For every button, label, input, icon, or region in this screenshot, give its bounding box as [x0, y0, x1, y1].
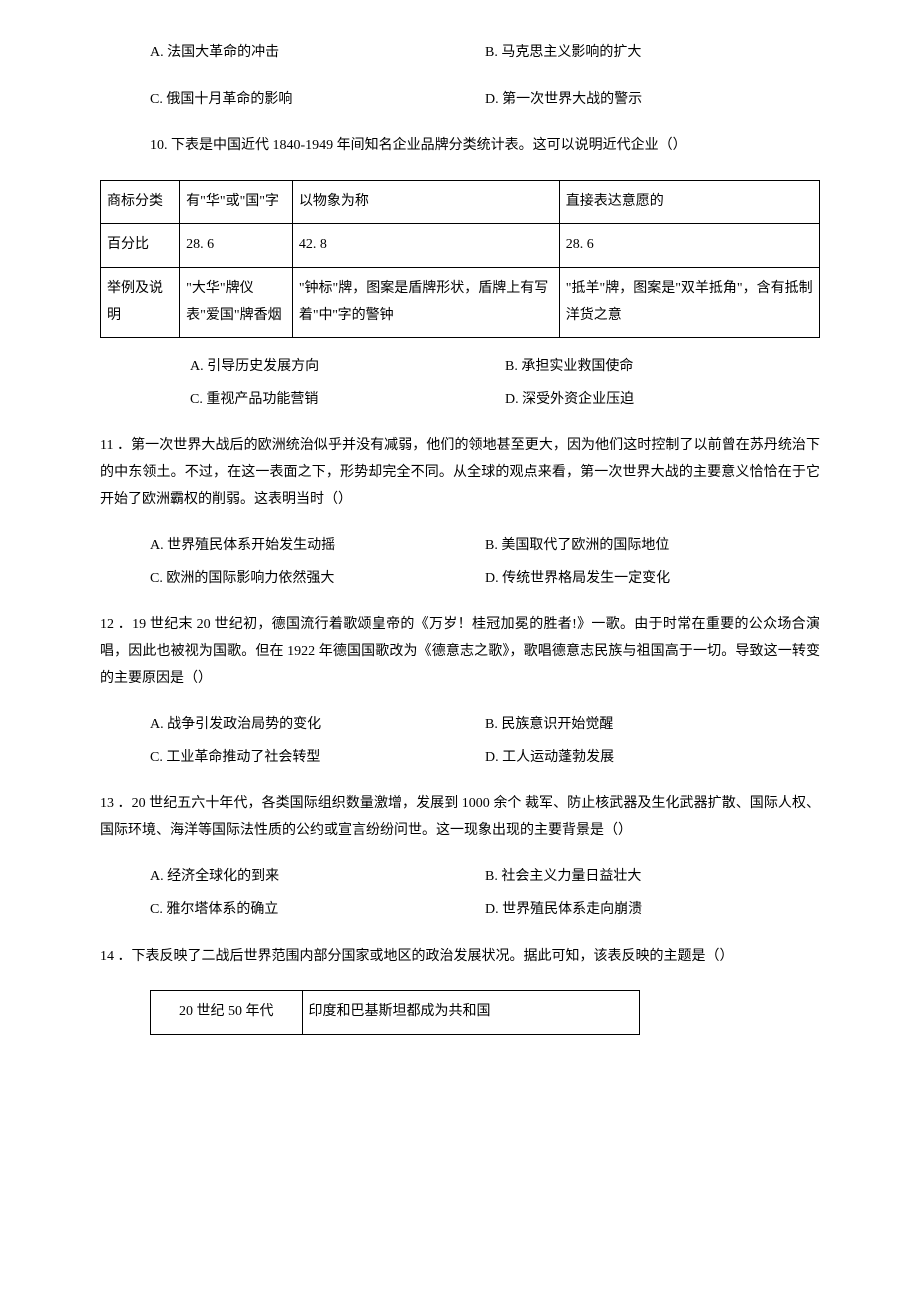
q13-stem: 13 ．20 世纪五六十年代，各类国际组织数量激增，发展到 1000 余个 裁军…: [100, 791, 820, 844]
q13-option-d: D. 世界殖民体系走向崩溃: [485, 897, 820, 924]
q9-option-d: D. 第一次世界大战的警示: [485, 87, 820, 114]
q13-options-row-1: A. 经济全球化的到来 B. 社会主义力量日益壮大: [150, 864, 820, 891]
q11-option-a: A. 世界殖民体系开始发生动摇: [150, 533, 485, 560]
q10-stem: 10. 下表是中国近代 1840-1949 年间知名企业品牌分类统计表。这可以说…: [150, 133, 820, 160]
q10-r2c1: 百分比: [101, 224, 180, 268]
q9-options-row-2: C. 俄国十月革命的影响 D. 第一次世界大战的警示: [150, 87, 820, 114]
q13-options-row-2: C. 雅尔塔体系的确立 D. 世界殖民体系走向崩溃: [150, 897, 820, 924]
q10-r2c2: 28. 6: [180, 224, 293, 268]
q9-option-a: A. 法国大革命的冲击: [150, 40, 485, 67]
q10-option-d: D. 深受外资企业压迫: [505, 387, 820, 414]
q11-stem: 11 ．第一次世界大战后的欧洲统治似乎并没有减弱，他们的领地甚至更大，因为他们这…: [100, 433, 820, 513]
q10-option-c: C. 重视产品功能营销: [190, 387, 505, 414]
q10-option-b: B. 承担实业救国使命: [505, 354, 820, 381]
q10-r3c2: "大华"牌仪表"爱国"牌香烟: [180, 267, 293, 337]
q10-r2c4: 28. 6: [559, 224, 819, 268]
q12-option-c: C. 工业革命推动了社会转型: [150, 745, 485, 772]
q11-options-row-2: C. 欧洲的国际影响力依然强大 D. 传统世界格局发生一定变化: [150, 566, 820, 593]
q10-r1c1: 商标分类: [101, 180, 180, 224]
q10-options-row-1: A. 引导历史发展方向 B. 承担实业救国使命: [190, 354, 820, 381]
q11-option-b: B. 美国取代了欧洲的国际地位: [485, 533, 820, 560]
q10-r1c2: 有"华"或"国"字: [180, 180, 293, 224]
q11-option-d: D. 传统世界格局发生一定变化: [485, 566, 820, 593]
q9-options-row-1: A. 法国大革命的冲击 B. 马克思主义影响的扩大: [150, 40, 820, 67]
q10-option-a: A. 引导历史发展方向: [190, 354, 505, 381]
q9-option-c: C. 俄国十月革命的影响: [150, 87, 485, 114]
q14-table: 20 世纪 50 年代 印度和巴基斯坦都成为共和国: [150, 990, 640, 1035]
q12-option-b: B. 民族意识开始觉醒: [485, 712, 820, 739]
q10-r1c4: 直接表达意愿的: [559, 180, 819, 224]
q11-options-row-1: A. 世界殖民体系开始发生动摇 B. 美国取代了欧洲的国际地位: [150, 533, 820, 560]
q9-option-b: B. 马克思主义影响的扩大: [485, 40, 820, 67]
q10-r1c3: 以物象为称: [292, 180, 559, 224]
q10-table: 商标分类 有"华"或"国"字 以物象为称 直接表达意愿的 百分比 28. 6 4…: [100, 180, 820, 338]
q12-option-a: A. 战争引发政治局势的变化: [150, 712, 485, 739]
q10-r3c1: 举例及说明: [101, 267, 180, 337]
q12-option-d: D. 工人运动蓬勃发展: [485, 745, 820, 772]
q12-options-row-1: A. 战争引发政治局势的变化 B. 民族意识开始觉醒: [150, 712, 820, 739]
q14-r1c1: 20 世纪 50 年代: [151, 991, 303, 1035]
q13-option-a: A. 经济全球化的到来: [150, 864, 485, 891]
q13-option-c: C. 雅尔塔体系的确立: [150, 897, 485, 924]
q12-options-row-2: C. 工业革命推动了社会转型 D. 工人运动蓬勃发展: [150, 745, 820, 772]
q10-r3c4: "抵羊"牌，图案是"双羊抵角"，含有抵制洋货之意: [559, 267, 819, 337]
q14-stem: 14 ．下表反映了二战后世界范围内部分国家或地区的政治发展状况。据此可知，该表反…: [100, 944, 820, 971]
q13-option-b: B. 社会主义力量日益壮大: [485, 864, 820, 891]
q10-r2c3: 42. 8: [292, 224, 559, 268]
q14-r1c2: 印度和巴基斯坦都成为共和国: [302, 991, 639, 1035]
q12-stem: 12 ．19 世纪末 20 世纪初，德国流行着歌颂皇帝的《万岁！桂冠加冕的胜者!…: [100, 612, 820, 692]
q10-options-row-2: C. 重视产品功能营销 D. 深受外资企业压迫: [190, 387, 820, 414]
q11-option-c: C. 欧洲的国际影响力依然强大: [150, 566, 485, 593]
q10-r3c3: "钟标"牌，图案是盾牌形状，盾牌上有写着"中''字的警钟: [292, 267, 559, 337]
